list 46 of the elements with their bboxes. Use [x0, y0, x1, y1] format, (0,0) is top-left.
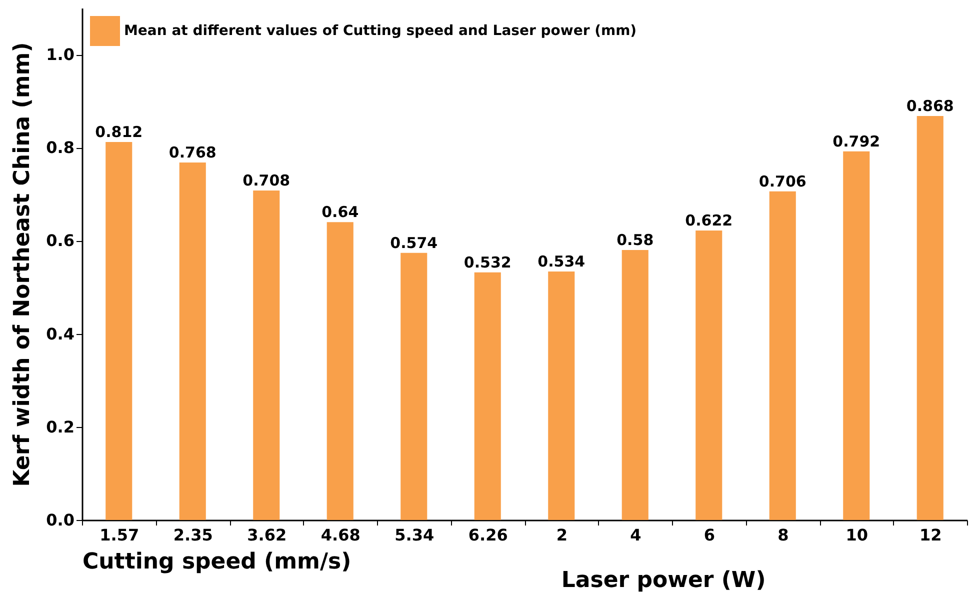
x-tick-label: 12: [919, 526, 942, 544]
bar: [106, 142, 132, 520]
y-tick-label: 0.8: [46, 138, 74, 158]
bar: [179, 162, 206, 520]
x-tick-label: 6.26: [468, 526, 508, 544]
x-tick-label: 2.35: [173, 526, 213, 544]
x-tick-label: 4.68: [320, 526, 360, 544]
x-tick-label: 5.34: [394, 526, 434, 544]
data-label: 0.64: [322, 203, 359, 222]
y-axis-title: Kerf width of Northeast China (mm): [10, 42, 36, 487]
y-tick-label: 1.0: [46, 45, 74, 64]
data-label: 0.868: [906, 96, 954, 115]
y-tick-label: 0.0: [46, 510, 74, 530]
bar: [843, 151, 870, 520]
bar: [326, 222, 354, 520]
y-tick-label: 0.6: [46, 231, 74, 250]
data-label: 0.532: [464, 253, 512, 272]
y-tick-label: 0.4: [46, 324, 74, 344]
x-tick-label: 4: [630, 526, 642, 544]
bar: [548, 271, 575, 520]
legend-label: Mean at different values of Cutting speed and Laser power (mm): [124, 23, 637, 39]
bar: [474, 272, 501, 520]
bar: [916, 116, 944, 520]
data-label: 0.706: [758, 172, 806, 190]
data-label: 0.58: [616, 231, 654, 250]
y-tick-label: 0.2: [46, 417, 74, 436]
text: Laser power (W): [561, 568, 766, 593]
bar: [622, 250, 648, 520]
x-axis-title: Cutting speed (mm/s): [82, 550, 352, 574]
data-label: 0.574: [390, 234, 438, 252]
x-tick-label: 8: [778, 526, 789, 544]
bar: [253, 190, 280, 520]
x-tick-label: 3.62: [247, 526, 287, 544]
x-tick-label: 2: [556, 526, 568, 544]
x-tick-label: 10: [846, 526, 868, 544]
data-label: 0.768: [168, 144, 216, 162]
bar: [400, 252, 428, 520]
data-label: 0.708: [242, 171, 290, 190]
data-label: 0.792: [832, 132, 880, 150]
x-tick-label: 1.57: [100, 526, 140, 544]
bar: [696, 230, 722, 520]
data-label: 0.622: [685, 211, 733, 230]
data-label: 0.812: [95, 123, 143, 142]
x-tick-label: 6: [704, 526, 715, 544]
data-label: 0.534: [538, 252, 586, 270]
bar: [769, 191, 796, 520]
